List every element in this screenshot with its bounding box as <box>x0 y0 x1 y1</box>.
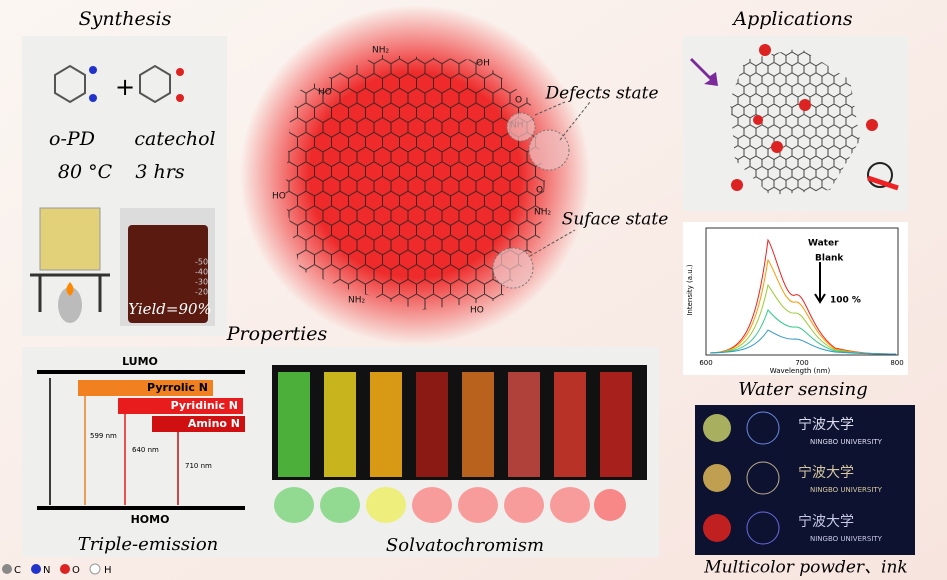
legend-dot <box>2 564 12 574</box>
legend-dot <box>31 564 41 574</box>
stand <box>30 273 110 312</box>
group-label: NH₂ <box>348 296 366 306</box>
scale-label: -20 <box>195 288 208 297</box>
blank-label: Blank <box>815 254 844 264</box>
water-sensing: Water sensing <box>738 379 867 400</box>
quench-arrow <box>867 175 899 191</box>
scale-label: -30 <box>195 278 208 287</box>
yield: Yield=90% <box>128 300 212 318</box>
state-bar <box>78 380 213 396</box>
molecules <box>54 64 171 104</box>
emission-label: 599 nm <box>90 432 117 440</box>
emission-label: 710 nm <box>185 462 212 470</box>
graphene <box>285 55 545 310</box>
legend-dot <box>89 563 101 575</box>
group-label: NH₂ <box>372 46 390 56</box>
lumo-label: LUMO <box>122 355 158 368</box>
scale-label: -50 <box>195 258 208 267</box>
university-cn: 宁波大学 <box>798 464 854 481</box>
state-label: Amino N <box>188 417 240 430</box>
atom-n <box>89 94 97 102</box>
state-bar <box>118 398 243 414</box>
group-label: OH <box>476 59 490 69</box>
university-cn: 宁波大学 <box>798 513 854 530</box>
graphene-small <box>730 48 860 195</box>
quench-icon <box>867 162 893 188</box>
university-en: NINGBO UNIVERSITY <box>810 438 883 446</box>
legend-label: H <box>104 565 112 576</box>
surface-circle <box>492 247 534 289</box>
ink-grid <box>695 405 915 555</box>
burner <box>58 287 82 323</box>
percent-label: 100 % <box>830 296 861 306</box>
state-bar <box>152 416 245 432</box>
x-tick-label: 600 <box>699 359 712 367</box>
state-label: Pyridinic N <box>171 399 238 412</box>
leaders <box>529 101 591 257</box>
properties-title: Properties <box>226 323 328 345</box>
defects-label: Defects state <box>544 84 658 104</box>
solvatochromism: Solvatochromism <box>386 535 544 556</box>
x-axis-label: Wavelength (nm) <box>770 367 831 375</box>
atom-o <box>176 68 184 76</box>
scale-label: -40 <box>195 268 208 277</box>
spectrum-curves <box>709 238 897 355</box>
group-label: NH₂ <box>534 208 552 218</box>
defect-circle <box>528 129 570 171</box>
surface-label: Suface state <box>562 210 669 230</box>
atom-o <box>176 94 184 102</box>
reactant: o-PD <box>49 128 95 150</box>
water-label: Water <box>808 239 839 249</box>
atom-n <box>89 66 97 74</box>
group-label: HO <box>318 88 332 98</box>
beaker <box>39 207 101 271</box>
emission-arrows <box>84 396 179 505</box>
solvent-blobs <box>274 487 626 523</box>
university-en: NINGBO UNIVERSITY <box>810 535 883 543</box>
beaker-scale: -50 -40 -30 -20 <box>195 258 208 297</box>
group-label: HO <box>470 306 484 316</box>
trend-arrow <box>814 262 826 304</box>
legend-label: C <box>14 565 21 576</box>
uv-arrow <box>690 58 718 86</box>
multicolor-label: Multicolor powder、ink <box>703 558 907 578</box>
flame <box>66 282 74 296</box>
x-tick-label: 700 <box>795 359 808 367</box>
photo-beaker <box>128 225 208 323</box>
state-label: Pyrrolic N <box>147 381 208 394</box>
plus: + <box>115 73 135 101</box>
synthesis-title: Synthesis <box>79 8 172 30</box>
group-label: O <box>536 186 543 196</box>
spectrum-axes <box>705 227 899 356</box>
defect-circle <box>506 112 536 142</box>
homo-label: HOMO <box>131 513 170 526</box>
y-axis-label: Intensity (a.u.) <box>686 264 694 316</box>
applications-title: Applications <box>731 8 853 30</box>
group-label: HO <box>272 192 286 202</box>
legend-label: O <box>72 565 80 576</box>
water-molecules <box>731 44 878 191</box>
legend-label: N <box>43 565 50 576</box>
university-cn: 宁波大学 <box>798 416 854 433</box>
cuvettes <box>272 365 647 480</box>
group-label: O <box>515 96 522 106</box>
triple-emission: Triple-emission <box>78 534 219 555</box>
x-tick-label: 800 <box>890 359 903 367</box>
reactant: catechol <box>134 128 215 150</box>
emission-label: 640 nm <box>132 446 159 454</box>
university-marks: 宁波大学 NINGBO UNIVERSITY 宁波大学 NINGBO UNIVE… <box>798 416 883 543</box>
time: 3 hrs <box>135 161 184 183</box>
spectrum-panel <box>683 222 908 375</box>
temperature: 80 °C <box>58 161 113 183</box>
university-en: NINGBO UNIVERSITY <box>810 486 883 494</box>
legend-dot <box>60 564 70 574</box>
